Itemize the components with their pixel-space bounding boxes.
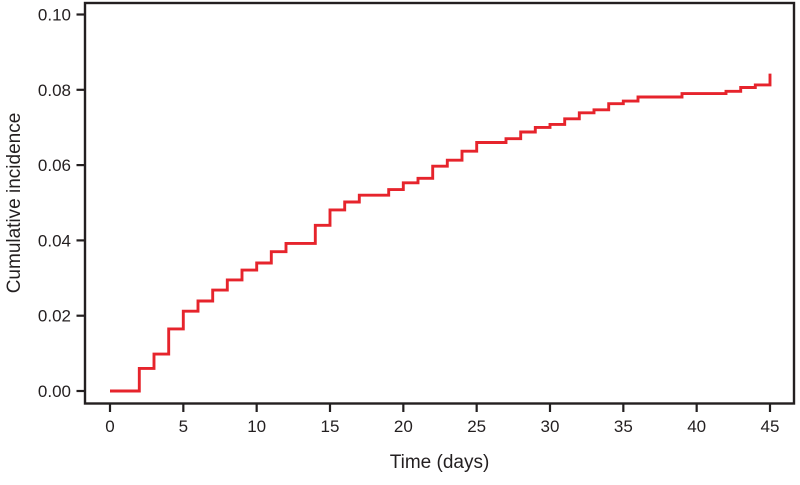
- y-tick-label: 0.06: [38, 156, 71, 175]
- x-tick-label: 35: [614, 417, 633, 436]
- x-axis-label: Time (days): [390, 452, 490, 473]
- cumulative-incidence-step-line: [110, 73, 772, 393]
- x-tick-label: 25: [467, 417, 486, 436]
- x-tick-label: 10: [247, 417, 266, 436]
- x-tick-label: 45: [761, 417, 780, 436]
- x-tick-label: 15: [321, 417, 340, 436]
- y-tick-label: 0.10: [38, 6, 71, 25]
- plot-frame: [83, 1, 796, 405]
- y-tick-label: 0.02: [38, 307, 71, 326]
- x-tick-label: 0: [105, 417, 114, 436]
- x-tick-label: 40: [687, 417, 706, 436]
- y-axis-label: Cumulative incidence: [4, 113, 25, 294]
- x-tick-label: 20: [394, 417, 413, 436]
- x-tick-label: 30: [541, 417, 560, 436]
- y-tick-label: 0.04: [38, 231, 71, 250]
- x-tick-label: 5: [179, 417, 188, 436]
- y-tick-label: 0.08: [38, 81, 71, 100]
- y-tick-label: 0.00: [38, 382, 71, 401]
